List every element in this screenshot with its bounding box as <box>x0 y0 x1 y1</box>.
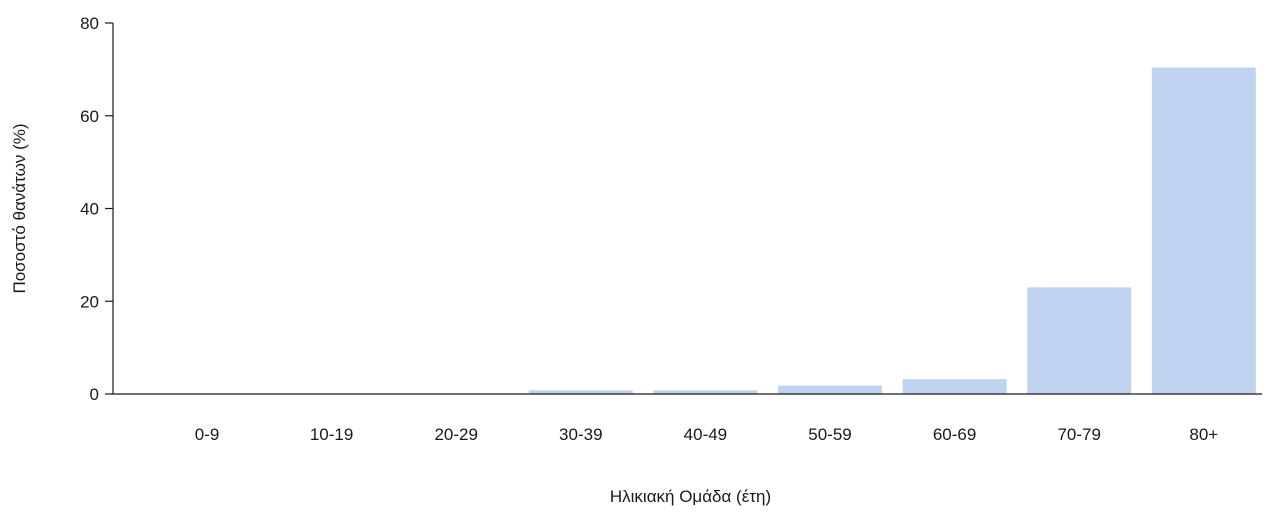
bar-50-59 <box>778 385 882 394</box>
bar-60-69 <box>902 379 1007 394</box>
y-ticks: 0 20 40 60 80 <box>80 14 113 404</box>
bar-70-79 <box>1027 287 1132 394</box>
x-tick-label: 0-9 <box>195 425 220 444</box>
x-tick-label: 60-69 <box>933 425 976 444</box>
y-tick-label: 80 <box>80 14 99 33</box>
x-tick-label: 10-19 <box>310 425 353 444</box>
y-tick-label: 20 <box>80 292 99 311</box>
x-tick-label: 20-29 <box>434 425 477 444</box>
bars-layer <box>528 67 1256 395</box>
bar-80+ <box>1151 67 1256 395</box>
x-tick-label: 40-49 <box>684 425 727 444</box>
x-axis-title: Ηλικιακή Ομάδα (έτη) <box>610 487 771 506</box>
y-tick-label: 40 <box>80 200 99 219</box>
y-axis-title: Ποσοστό θανάτων (%) <box>10 123 29 293</box>
x-tick-labels: 0-9 10-19 20-29 30-39 40-49 50-59 60-69 70-79 80… <box>195 425 1219 444</box>
y-tick-label: 0 <box>90 385 99 404</box>
x-tick-label: 30-39 <box>559 425 602 444</box>
y-tick-label: 60 <box>80 107 99 126</box>
bar-30-39 <box>528 390 633 394</box>
bar-40-49 <box>653 390 758 394</box>
x-tick-label: 80+ <box>1189 425 1218 444</box>
x-tick-label: 70-79 <box>1057 425 1100 444</box>
x-tick-label: 50-59 <box>808 425 851 444</box>
